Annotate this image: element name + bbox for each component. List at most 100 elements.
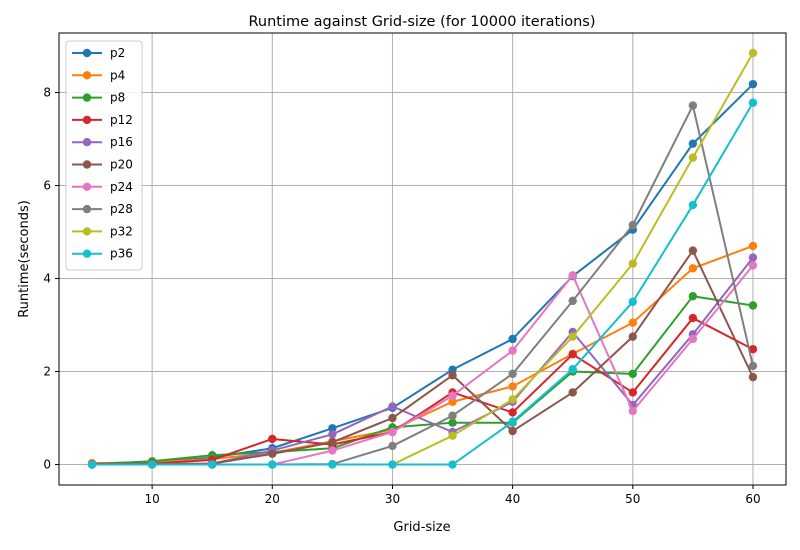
legend-label: p16 — [110, 135, 133, 149]
data-point-p12 — [508, 408, 517, 417]
data-point-p20 — [508, 426, 517, 436]
legend-item-p2: p2 — [72, 46, 125, 60]
y-axis-label: Runtime(seconds) — [17, 200, 32, 318]
legend-label: p24 — [110, 180, 133, 194]
legend-label: p32 — [110, 224, 133, 238]
y-tick-label: 2 — [43, 365, 51, 379]
series-line-p2 — [92, 83, 754, 466]
data-point-p2 — [688, 139, 698, 148]
legend-label: p28 — [110, 202, 133, 216]
data-point-p12 — [628, 388, 637, 397]
y-tick-label: 4 — [43, 272, 51, 286]
series-line-p36 — [92, 102, 754, 466]
series-line-p12 — [92, 317, 754, 466]
chart-title: Runtime against Grid-size (for 10000 ite… — [248, 14, 595, 30]
data-point-p8 — [448, 418, 457, 427]
data-point-p24 — [748, 261, 758, 270]
data-point-p4 — [508, 382, 517, 391]
legend-label: p8 — [110, 91, 125, 105]
data-point-p32 — [568, 332, 577, 341]
data-point-p36 — [508, 417, 517, 426]
legend: p2 p4 p8 p12 p16 p20 p24 p28 p32 p36 — [65, 40, 143, 271]
legend-label: p2 — [110, 46, 125, 60]
data-point-p28 — [388, 441, 397, 451]
data-point-p24 — [508, 346, 517, 355]
x-tick-label: 20 — [265, 492, 280, 506]
series-p36 — [87, 98, 758, 469]
y-tick-label: 8 — [43, 86, 51, 100]
legend-marker — [82, 249, 92, 258]
data-point-p28 — [448, 411, 457, 420]
data-point-p32 — [448, 431, 457, 440]
data-point-p12 — [688, 313, 698, 323]
x-tick-label: 10 — [144, 492, 159, 506]
legend-marker — [82, 204, 92, 214]
data-point-p36 — [748, 98, 758, 107]
data-point-p28 — [748, 361, 758, 371]
data-point-p36 — [208, 460, 217, 469]
data-point-p8 — [688, 292, 698, 301]
data-point-p28 — [688, 101, 698, 110]
data-point-p36 — [568, 365, 577, 374]
x-axis-label: Grid-size — [393, 520, 450, 535]
legend-marker — [82, 138, 92, 147]
legend-marker — [82, 227, 92, 236]
legend-marker — [82, 160, 92, 169]
data-point-p20 — [388, 413, 397, 423]
data-point-p4 — [628, 318, 637, 327]
data-point-p20 — [688, 246, 698, 255]
data-point-p16 — [328, 430, 337, 439]
data-point-p32 — [628, 259, 637, 268]
series-line-p8 — [92, 295, 754, 466]
legend-item-p36: p36 — [72, 247, 133, 261]
data-point-p32 — [748, 48, 758, 58]
data-point-p2 — [328, 424, 337, 433]
series-line-p4 — [92, 245, 754, 465]
data-point-p8 — [748, 301, 758, 310]
legend-item-p28: p28 — [72, 202, 133, 216]
data-point-p12 — [568, 350, 577, 359]
data-point-p36 — [268, 460, 277, 469]
data-point-p16 — [748, 253, 758, 262]
data-point-p32 — [508, 395, 517, 404]
data-point-p20 — [448, 371, 457, 380]
legend-item-p24: p24 — [72, 180, 133, 194]
legend-item-p4: p4 — [72, 68, 125, 82]
data-point-p24 — [448, 391, 457, 400]
data-point-p28 — [568, 296, 577, 306]
data-point-p20 — [328, 438, 337, 447]
data-point-p36 — [328, 460, 337, 469]
data-point-p36 — [448, 460, 457, 469]
legend-marker — [82, 71, 92, 80]
legend-marker — [82, 115, 92, 125]
axis-ticks: 10 20 30 40 50 60 0 2 4 6 8 — [43, 86, 760, 506]
data-point-p36 — [87, 460, 97, 469]
data-point-p36 — [628, 297, 637, 306]
x-tick-label: 30 — [385, 492, 400, 506]
legend-marker — [82, 182, 92, 191]
data-point-p4 — [688, 264, 698, 273]
data-point-p12 — [268, 434, 277, 444]
data-point-p36 — [688, 200, 698, 210]
legend-item-p8: p8 — [72, 91, 125, 105]
x-tick-label: 50 — [625, 492, 640, 506]
data-point-p24 — [568, 271, 577, 280]
data-point-p20 — [568, 388, 577, 397]
legend-item-p32: p32 — [72, 224, 133, 238]
data-point-p2 — [508, 334, 517, 344]
data-point-p2 — [748, 79, 758, 89]
y-tick-label: 0 — [43, 458, 51, 472]
plot-frame — [58, 32, 787, 486]
data-point-p24 — [328, 446, 337, 455]
x-tick-label: 60 — [745, 492, 760, 506]
legend-label: p4 — [110, 68, 125, 82]
data-point-p4 — [748, 241, 758, 251]
data-point-p24 — [628, 406, 637, 416]
plot-background — [59, 33, 786, 485]
legend-item-p12: p12 — [72, 113, 133, 127]
y-tick-label: 6 — [43, 179, 51, 193]
legend-label: p12 — [110, 113, 133, 127]
data-point-p20 — [268, 449, 277, 459]
data-point-p4 — [448, 397, 457, 406]
data-point-p36 — [147, 460, 157, 469]
